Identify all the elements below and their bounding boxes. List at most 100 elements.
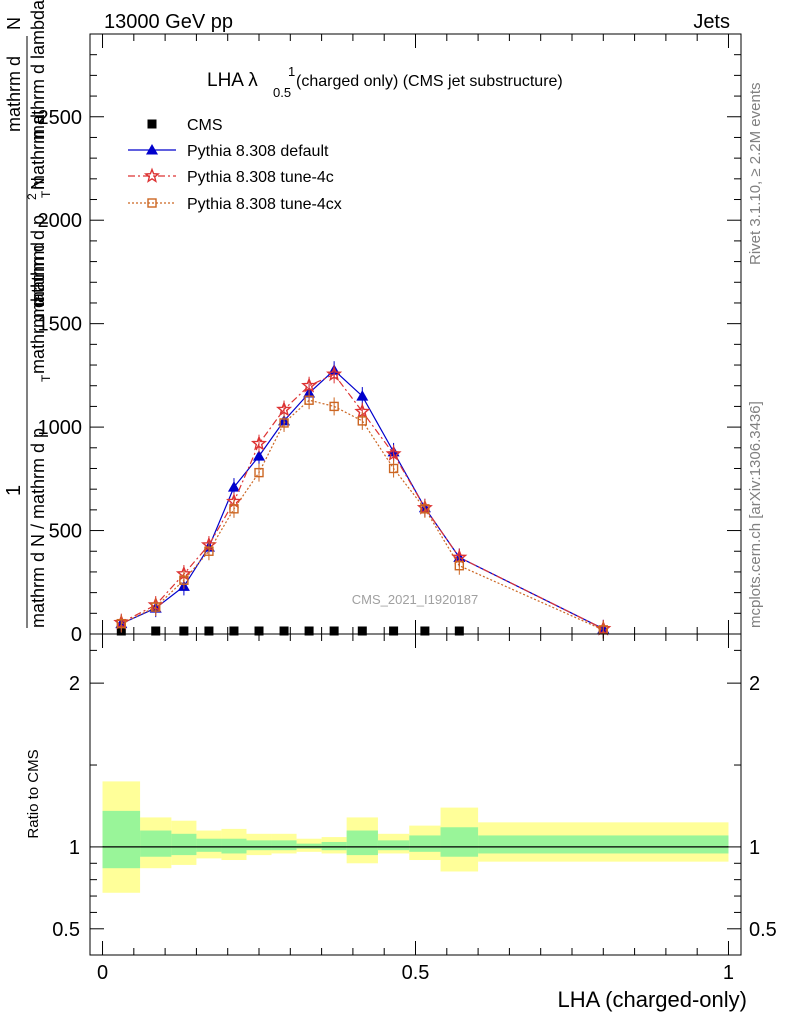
ylabel-inner-num: mathrm d xyxy=(28,242,48,318)
y-tick-label: 500 xyxy=(49,521,82,543)
ratio-y-tick-label-right: 0.5 xyxy=(749,919,777,941)
x-tick-label: 0.5 xyxy=(402,962,430,984)
cms-point xyxy=(304,626,314,636)
tune4cx-point xyxy=(454,561,465,571)
legend: CMS Pythia 8.308 default Pythia 8.308 tune… xyxy=(128,117,342,213)
legend-label: Pythia 8.308 tune-4cx xyxy=(187,196,342,213)
cms-point xyxy=(279,626,289,636)
tune4c-point xyxy=(276,401,293,417)
series-3 xyxy=(116,391,608,639)
tune4cx-point xyxy=(204,546,214,556)
ratio-y-tick-label-right: 1 xyxy=(749,837,760,859)
inner-band-segment xyxy=(478,835,729,854)
ylabel-inner-d: mathrm d xyxy=(28,114,48,190)
default-point xyxy=(227,481,240,492)
tune4cx-point xyxy=(116,618,126,629)
title-sub: 0.5 xyxy=(273,85,291,100)
inner-band-segment xyxy=(271,840,297,851)
legend-label: CMS xyxy=(187,117,223,134)
inner-band-segment xyxy=(321,841,347,851)
ratio-y-axis-label: Ratio to CMS xyxy=(25,749,42,838)
plot-title: LHA λ 1 0.5 (charged only) (CMS jet substr… xyxy=(207,64,563,100)
tune4cx-point xyxy=(179,575,189,585)
cms-point xyxy=(357,626,367,636)
y-tick-label: 0 xyxy=(71,624,82,646)
x-tick-label: 0 xyxy=(97,962,108,984)
cms-point xyxy=(204,626,214,636)
tune4cx-point xyxy=(388,463,399,474)
ylabel-one: 1 xyxy=(3,485,25,496)
cms-point xyxy=(151,626,161,636)
ylabel-num-n: N xyxy=(4,17,24,30)
default-point xyxy=(356,390,369,401)
cms-point xyxy=(389,626,399,636)
tune4cx-point xyxy=(420,504,430,514)
legend-label: Pythia 8.308 tune-4c xyxy=(187,169,334,186)
tune4cx-point xyxy=(229,504,239,514)
cms-point xyxy=(147,119,157,129)
ratio-plot-panel: 0.5 0.5 1 1 2 2 0 0.5 1 LHA (charged-only) Ratio t… xyxy=(25,633,777,1012)
inner-band-segment xyxy=(140,830,172,857)
ylabel-num-d: mathrm d xyxy=(4,56,24,132)
tune4cx-point xyxy=(279,418,289,428)
tune4c-point xyxy=(250,435,268,451)
x-tick-label: 1 xyxy=(723,962,734,984)
cms-point xyxy=(329,626,339,636)
legend-label: Pythia 8.308 default xyxy=(187,143,329,160)
y-tick-label: 2000 xyxy=(38,210,83,232)
mcplots-label: mcplots.cern.ch [arXiv:1306.3436] xyxy=(747,401,764,628)
tune4cx-point xyxy=(147,198,157,208)
inner-band-segment xyxy=(246,840,272,851)
ylabel-denom-b: mathrm d xyxy=(28,298,48,374)
ylabel-inner-sub: T xyxy=(39,190,53,198)
ratio-y-tick-label-right: 2 xyxy=(749,673,760,695)
tune4cx-point xyxy=(151,602,161,612)
ylabel-denom-sub: T xyxy=(39,374,53,382)
ylabel-inner-den: mathrm d p xyxy=(28,215,48,306)
inner-band-segment xyxy=(377,840,410,851)
title-sup: 1 xyxy=(288,64,295,79)
series-line xyxy=(121,399,604,631)
tune4cx-point xyxy=(357,416,367,426)
title-rest: (charged only) (CMS jet substructure) xyxy=(296,73,563,90)
inner-band-segment xyxy=(346,830,378,856)
tune4cx-point xyxy=(329,401,339,412)
tune4c-point xyxy=(301,377,318,393)
default-point xyxy=(253,450,266,461)
cms-point xyxy=(420,626,430,636)
tune4c-point xyxy=(326,365,343,382)
ratio-y-tick-label: 1 xyxy=(69,837,80,859)
rivet-label: Rivet 3.1.10, ≥ 2.2M events xyxy=(747,83,764,266)
ylabel-inner-sup: 2 xyxy=(25,193,39,200)
y-tick-label: 2500 xyxy=(38,107,83,129)
ratio-y-tick-label: 2 xyxy=(69,673,80,695)
series-0 xyxy=(116,626,464,636)
inner-band-segment xyxy=(221,838,247,854)
x-axis-label: LHA (charged-only) xyxy=(557,987,747,1012)
inner-band-segment xyxy=(102,810,141,869)
title-main: LHA λ xyxy=(207,70,258,91)
cms-point xyxy=(179,626,189,636)
tune4c-point xyxy=(143,167,161,183)
inner-band-segment xyxy=(171,833,197,856)
default-point xyxy=(146,144,158,155)
ratio-frame xyxy=(89,633,742,956)
header-right: Jets xyxy=(693,11,730,33)
ylabel-inner-n: N xyxy=(28,177,48,190)
series-line xyxy=(121,373,604,630)
watermark: CMS_2021_I1920187 xyxy=(352,592,479,607)
tune4cx-point xyxy=(254,467,264,478)
cms-point xyxy=(454,626,464,636)
cms-point xyxy=(254,626,264,636)
ylabel-inner-lambda: mathrm d lambda xyxy=(28,0,48,140)
tune4cx-point xyxy=(304,395,314,405)
y-tick-label: 1500 xyxy=(38,314,83,336)
tune4c-point xyxy=(385,445,402,461)
inner-band-segment xyxy=(440,827,479,857)
inner-band-segment xyxy=(296,843,322,849)
cms-point xyxy=(229,626,239,636)
inner-band-segment xyxy=(409,835,441,852)
ylabel-denom-a: mathrm d N / mathrm d p xyxy=(28,428,48,628)
